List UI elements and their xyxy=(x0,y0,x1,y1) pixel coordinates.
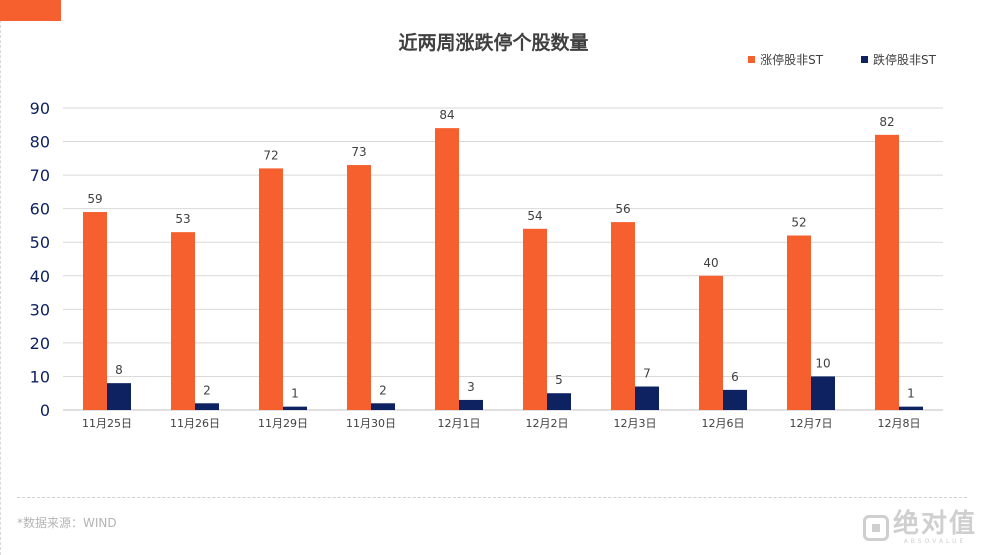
data-label: 59 xyxy=(87,192,102,206)
data-source-note: *数据来源：WIND xyxy=(17,516,117,530)
data-label: 2 xyxy=(379,383,387,397)
data-label: 82 xyxy=(879,115,894,129)
legend-swatch-limit-up xyxy=(748,56,756,63)
x-tick-label: 12月6日 xyxy=(702,417,745,430)
left-border-rule xyxy=(0,20,1,555)
chart-legend: 涨停股非ST 跌停股非ST xyxy=(748,51,936,68)
y-tick-label: 70 xyxy=(30,166,50,185)
data-label: 7 xyxy=(643,367,651,381)
x-tick-label: 12月3日 xyxy=(614,417,657,430)
bar-limit-down xyxy=(195,403,219,410)
data-label: 73 xyxy=(351,145,366,159)
data-label: 10 xyxy=(815,356,830,370)
y-tick-label: 10 xyxy=(30,367,50,386)
bar-limit-down xyxy=(459,399,483,410)
data-label: 5 xyxy=(555,373,563,387)
x-tick-label: 12月7日 xyxy=(790,417,833,430)
bar-limit-down xyxy=(811,376,835,410)
bar-limit-up xyxy=(259,168,283,410)
legend-item-limit-down: 跌停股非ST xyxy=(861,51,936,68)
data-label: 40 xyxy=(703,256,718,270)
footer-divider xyxy=(17,497,967,498)
data-label: 3 xyxy=(467,380,475,394)
y-tick-label: 0 xyxy=(40,401,50,420)
x-tick-label: 11月26日 xyxy=(170,417,220,430)
bar-limit-down xyxy=(371,403,395,410)
bar-limit-up xyxy=(611,222,635,410)
bar-limit-up xyxy=(787,235,811,410)
x-tick-label: 12月2日 xyxy=(526,417,569,430)
chart-title: 近两周涨跌停个股数量 xyxy=(398,32,589,54)
bar-limit-up xyxy=(875,134,899,410)
x-tick-label: 11月30日 xyxy=(346,417,396,430)
legend-item-limit-up: 涨停股非ST xyxy=(748,51,823,68)
data-label: 8 xyxy=(115,363,123,377)
data-label: 84 xyxy=(439,108,454,122)
x-tick-label: 12月1日 xyxy=(438,417,481,430)
x-tick-label: 11月25日 xyxy=(82,417,132,430)
bar-limit-up xyxy=(435,128,459,410)
bar-limit-down xyxy=(283,406,307,410)
bar-limit-down xyxy=(547,393,571,410)
data-label: 56 xyxy=(615,202,630,216)
data-label: 1 xyxy=(907,387,915,401)
y-tick-label: 20 xyxy=(30,334,50,353)
logo-subtitle: ABSOVALUE xyxy=(903,538,967,545)
bar-limit-up xyxy=(171,232,195,410)
corner-accent-tab xyxy=(0,0,61,21)
x-tick-label: 11月29日 xyxy=(258,417,308,430)
brand-logo: 绝对值 ABSOVALUE xyxy=(862,509,977,545)
x-tick-label: 12月8日 xyxy=(878,417,921,430)
bar-limit-up xyxy=(523,228,547,410)
data-label: 2 xyxy=(203,383,211,397)
y-tick-label: 30 xyxy=(30,300,50,319)
bar-limit-up xyxy=(347,165,371,410)
data-label: 6 xyxy=(731,370,739,384)
data-label: 52 xyxy=(791,216,806,230)
bar-limit-down xyxy=(635,386,659,410)
y-tick-label: 60 xyxy=(30,200,50,219)
data-label: 1 xyxy=(291,387,299,401)
data-label: 53 xyxy=(175,212,190,226)
y-tick-label: 80 xyxy=(30,133,50,152)
legend-label-limit-down: 跌停股非ST xyxy=(873,53,936,67)
y-tick-label: 90 xyxy=(30,99,50,118)
logo-name: 绝对值 xyxy=(892,509,977,539)
bar-limit-down xyxy=(107,383,131,410)
bar-limit-down xyxy=(899,406,923,410)
y-tick-label: 50 xyxy=(30,233,50,252)
bar-limit-up xyxy=(83,212,107,410)
bar-limit-up xyxy=(699,275,723,410)
logo-icon xyxy=(862,515,889,541)
bar-limit-down xyxy=(723,389,747,410)
legend-swatch-limit-down xyxy=(861,56,869,63)
y-tick-label: 40 xyxy=(30,267,50,286)
data-label: 72 xyxy=(263,148,278,162)
data-label: 54 xyxy=(527,209,542,223)
legend-label-limit-up: 涨停股非ST xyxy=(760,53,824,67)
